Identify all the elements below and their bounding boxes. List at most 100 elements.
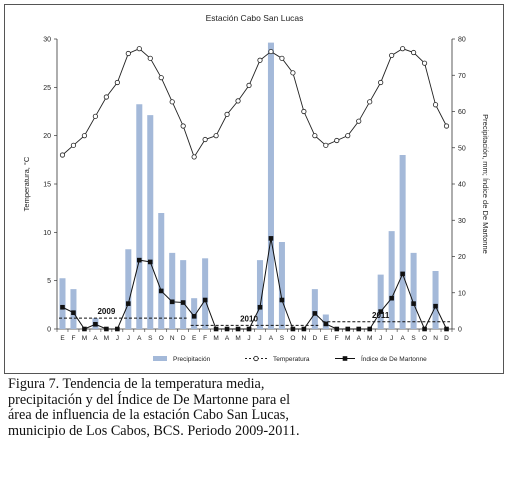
figure-caption: Figura 7. Tendencia de la temperatura me… [8, 376, 300, 439]
martonne-point [422, 326, 427, 332]
x-tick-label: M [345, 335, 350, 342]
y-right-tick-label: 60 [458, 109, 466, 116]
x-tick-label: S [411, 335, 416, 342]
temperature-point [246, 82, 252, 89]
x-tick-label: A [357, 335, 362, 342]
x-tick-label: E [60, 335, 65, 342]
martonne-point [104, 326, 109, 332]
martonne-point [378, 309, 383, 314]
x-tick-label: J [390, 335, 393, 342]
x-tick-label: J [116, 335, 119, 342]
y-left-tick-label: 10 [43, 230, 51, 237]
x-tick-label: A [269, 335, 274, 342]
temperature-point [400, 46, 406, 52]
x-tick-label: O [159, 335, 164, 342]
x-tick-label: M [104, 335, 109, 342]
precipitation-bar [158, 213, 165, 329]
martonne-point [323, 321, 329, 327]
x-tick-label: N [302, 335, 307, 342]
precipitation-bar [256, 260, 264, 329]
temperature-point [169, 99, 175, 105]
x-tick-label: E [192, 335, 197, 342]
x-tick-label: J [258, 335, 261, 342]
precipitation-bar [169, 252, 176, 329]
temperature-point [59, 152, 66, 158]
temperature-point [421, 60, 428, 66]
precipitation-bar [180, 260, 187, 329]
x-tick-label: M [213, 335, 218, 342]
x-tick-label: F [71, 335, 75, 342]
temperature-point [410, 49, 417, 56]
y-left-tick-label: 15 [43, 182, 51, 189]
y-right-tick-label: 0 [458, 327, 462, 334]
temperature-point [334, 137, 340, 144]
martonne-point [257, 304, 263, 310]
x-tick-label: O [290, 335, 295, 342]
precipitation-bar [125, 249, 132, 329]
martonne-point [82, 326, 87, 332]
precipitation-bar [377, 274, 384, 329]
x-tick-label: E [324, 335, 329, 342]
y-right-tick-label: 10 [458, 290, 466, 297]
temperature-point [290, 70, 296, 76]
year-label: 2011 [372, 311, 390, 320]
temperature-line [62, 48, 447, 158]
precipitation-bar [70, 289, 77, 329]
precipitation-bar [136, 104, 143, 329]
martonne-point [400, 271, 405, 277]
x-tick-label: O [422, 335, 427, 342]
x-tick-label: N [170, 335, 175, 342]
martonne-point [93, 321, 98, 327]
precipitation-bar [311, 289, 318, 329]
martonne-point [312, 311, 318, 316]
martonne-point [136, 257, 142, 263]
martonne-point [202, 297, 208, 303]
x-tick-label: J [379, 335, 382, 342]
temperature-point [279, 55, 285, 61]
temperature-point [191, 154, 197, 160]
y-right-tick-label: 80 [458, 37, 466, 44]
x-tick-label: M [367, 335, 372, 342]
precipitation-bar [147, 115, 154, 329]
temperature-point [224, 111, 230, 118]
y-left-tick-label: 20 [43, 133, 51, 140]
temperature-point [389, 52, 395, 59]
martonne-point [147, 259, 153, 265]
martonne-point [191, 314, 197, 319]
precipitation-bar [278, 242, 285, 329]
martonne-point [444, 326, 449, 332]
precipitation-bar [202, 258, 209, 329]
temperature-point [125, 50, 131, 57]
y-left-tick-label: 0 [47, 327, 51, 334]
temperature-point [136, 46, 142, 52]
martonne-point [334, 326, 340, 332]
martonne-point [301, 326, 307, 332]
legend-marker-temperature [253, 355, 259, 362]
chart-frame: Estación Cabo San Lucas 0 5 10 15 20 25 30 0 10 20… [4, 4, 504, 374]
x-tick-label: S [148, 335, 153, 342]
martonne-point [60, 304, 65, 310]
martonne-point [180, 300, 186, 305]
temperature-point [147, 55, 153, 61]
martonne-point [126, 301, 131, 306]
temperature-point [268, 48, 274, 55]
legend-label-temperature: Temperatura [273, 356, 310, 363]
martonne-point [169, 299, 175, 305]
temperature-point [257, 57, 263, 63]
martonne-point [224, 326, 230, 332]
temperature-point [432, 102, 439, 108]
x-tick-label: A [137, 335, 142, 342]
legend-label-precipitation: Precipitación [173, 356, 211, 363]
x-tick-label: F [335, 335, 339, 342]
martonne-point [158, 288, 164, 294]
x-tick-label: S [280, 335, 285, 342]
precipitation-bar [432, 271, 439, 329]
martonne-point [433, 303, 438, 309]
precipitation-bar [267, 42, 274, 329]
x-tick-label: M [235, 335, 240, 342]
temperature-point [70, 142, 77, 148]
precipitation-bar [191, 298, 198, 329]
martonne-point [290, 326, 296, 332]
x-tick-label: D [312, 335, 317, 342]
temperature-point [202, 136, 208, 143]
